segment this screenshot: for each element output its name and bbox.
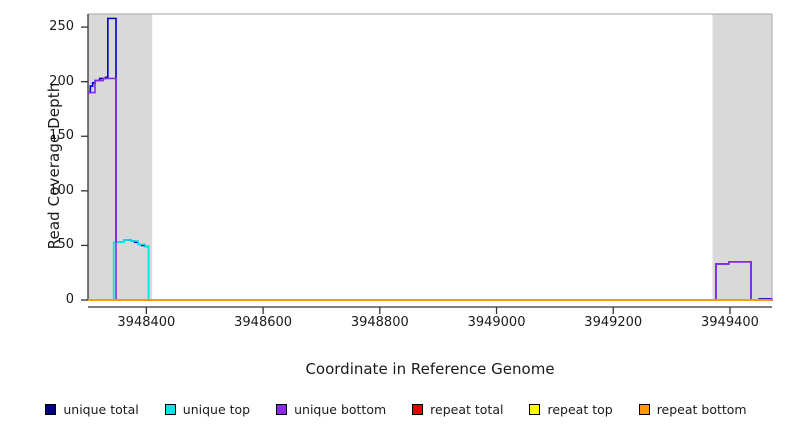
- shaded-regions-layer: [88, 14, 772, 300]
- right-repeat-region: [712, 14, 772, 300]
- legend-item-unique-top[interactable]: unique top: [164, 401, 251, 417]
- legend-label: unique total: [63, 401, 139, 417]
- x-tick-label: 3948400: [117, 315, 176, 330]
- legend-swatch-icon: [276, 403, 288, 415]
- y-tick-label: 150: [49, 128, 74, 144]
- axis-ticks-layer: [81, 14, 772, 314]
- y-axis-title: Read Coverage Depth: [45, 82, 63, 250]
- y-tick-label: 250: [49, 19, 74, 35]
- y-tick-label: 50: [57, 237, 74, 253]
- y-tick-label: 0: [65, 292, 74, 307]
- legend-item-unique-bottom[interactable]: unique bottom: [276, 402, 386, 417]
- x-tick-label: 3948800: [350, 315, 409, 330]
- legend-label: unique top: [182, 401, 251, 417]
- legend-label: unique bottom: [294, 401, 387, 417]
- x-tick-label: 3949400: [701, 315, 759, 330]
- y-tick-label: 100: [49, 182, 74, 198]
- legend-swatch-icon: [412, 403, 424, 415]
- legend-item-repeat-top[interactable]: repeat top: [529, 401, 613, 417]
- chart-legend: unique total unique top unique bottom repea…: [0, 398, 792, 420]
- series-line-unique-top: [88, 239, 772, 301]
- legend-swatch-icon: [529, 403, 541, 415]
- left-repeat-region: [88, 14, 153, 300]
- y-tick-label: 200: [49, 73, 74, 89]
- legend-swatch-icon: [638, 403, 650, 415]
- legend-swatch-icon: [164, 403, 176, 415]
- legend-item-repeat-bottom[interactable]: repeat bottom: [638, 401, 747, 417]
- plot-border-layer: [88, 13, 773, 300]
- series-line-unique-total: [88, 17, 772, 301]
- legend-label: repeat top: [547, 401, 613, 417]
- legend-swatch-icon: [45, 403, 57, 415]
- x-tick-label: 3949000: [467, 315, 526, 330]
- data-series-layer: [88, 17, 773, 301]
- legend-label: repeat total: [430, 401, 504, 417]
- series-line-unique-bottom: [88, 77, 773, 301]
- x-tick-label: 3949200: [584, 315, 643, 330]
- legend-item-repeat-total[interactable]: repeat total: [412, 402, 503, 417]
- legend-label: repeat bottom: [656, 401, 747, 417]
- legend-item-unique-total[interactable]: unique total: [45, 401, 139, 417]
- x-tick-label: 3948600: [234, 315, 293, 330]
- x-axis-title: Coordinate in Reference Genome: [305, 360, 555, 378]
